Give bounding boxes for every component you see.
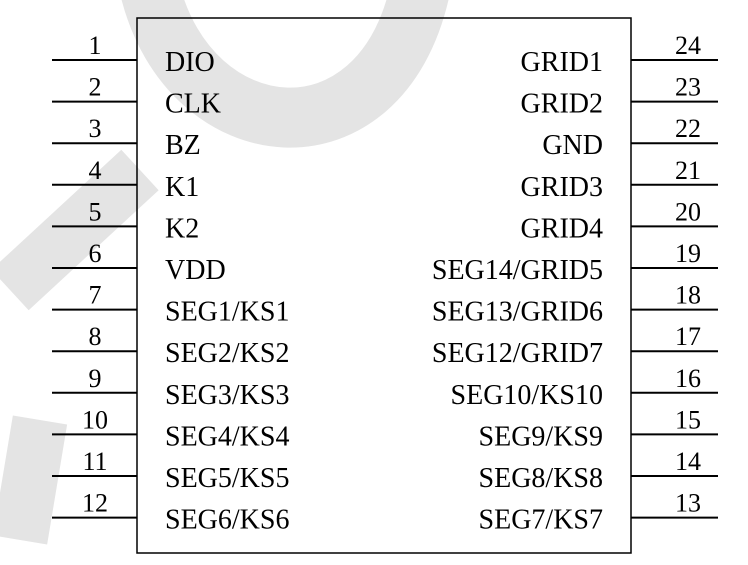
pin-label: SEG13/GRID6	[432, 297, 603, 328]
pin-label: SEG14/GRID5	[432, 255, 603, 286]
pin-label: GRID1	[521, 47, 603, 78]
pin-number: 8	[89, 322, 102, 351]
pin-label: SEG9/KS9	[479, 421, 603, 452]
pin-label: SEG2/KS2	[165, 338, 289, 369]
pin-number: 11	[82, 447, 107, 476]
pin-number: 19	[675, 239, 701, 268]
pin-number: 15	[675, 405, 701, 434]
pin-label: SEG1/KS1	[165, 297, 289, 328]
pin-label: GRID4	[521, 213, 603, 244]
pin-number: 20	[675, 197, 701, 226]
pin-label: BZ	[165, 130, 201, 161]
pin-label: GRID3	[521, 172, 603, 203]
pin-label: GRID2	[521, 89, 603, 120]
pin-label: VDD	[165, 255, 226, 286]
pin-label: SEG7/KS7	[479, 505, 603, 536]
pin-label: SEG5/KS5	[165, 463, 289, 494]
pin-label: GND	[542, 130, 603, 161]
pin-number: 4	[89, 156, 102, 185]
pin-number: 24	[675, 31, 701, 60]
pin-label: K1	[165, 172, 199, 203]
pin-number: 18	[675, 281, 701, 310]
pin-number: 6	[89, 239, 102, 268]
pin-label: SEG4/KS4	[165, 421, 289, 452]
pin-number: 10	[82, 405, 108, 434]
pin-number: 12	[82, 489, 108, 518]
watermark-stroke	[0, 415, 68, 545]
pin-number: 7	[89, 281, 102, 310]
pin-number: 5	[89, 197, 102, 226]
pin-number: 22	[675, 114, 701, 143]
pin-number: 3	[89, 114, 102, 143]
pin-label: CLK	[165, 89, 221, 120]
watermark	[0, 0, 449, 545]
pin-number: 23	[675, 73, 701, 102]
pin-number: 9	[89, 364, 102, 393]
pin-number: 2	[89, 73, 102, 102]
pin-label: SEG8/KS8	[479, 463, 603, 494]
pin-label: SEG6/KS6	[165, 505, 289, 536]
pin-label: DIO	[165, 47, 215, 78]
pin-number: 14	[675, 447, 701, 476]
pin-label: SEG3/KS3	[165, 380, 289, 411]
pin-number: 1	[89, 31, 102, 60]
pin-number: 13	[675, 489, 701, 518]
pin-number: 21	[675, 156, 701, 185]
pin-label: SEG10/KS10	[451, 380, 603, 411]
pin-number: 17	[675, 322, 701, 351]
watermark-arc	[121, 0, 449, 148]
pin-number: 16	[675, 364, 701, 393]
pin-label: SEG12/GRID7	[432, 338, 603, 369]
pins: 1 DIO 2 CLK 3 BZ 4 K1 5 K2 6 VDD 7 SEG1/KS1 8 SEG2/KS2 9…	[52, 31, 718, 536]
pin-label: K2	[165, 213, 199, 244]
watermark-stroke	[0, 149, 159, 311]
chip-body	[136, 17, 632, 554]
